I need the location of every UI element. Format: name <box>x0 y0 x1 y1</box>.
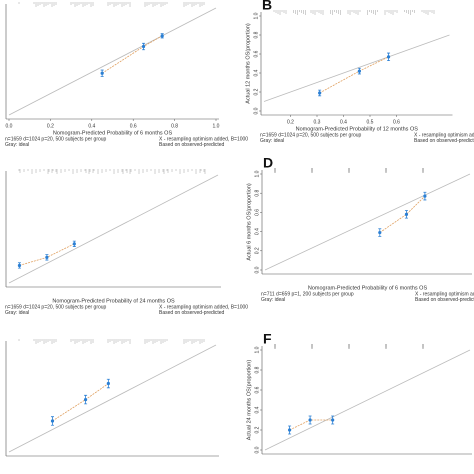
calibration-line <box>101 35 163 74</box>
point <box>160 34 164 38</box>
note: X - resampling optimism added, B=1000 <box>159 304 248 310</box>
note: n=1659 d=1024 p=20, 500 subjects per gro… <box>5 136 107 142</box>
rug <box>273 10 435 15</box>
ideal-line <box>8 7 217 116</box>
x-tick-label: 0.3 <box>314 119 321 125</box>
note: X - resampling optimism added, B=1000 <box>414 132 474 138</box>
note: X - resampling optimism added, B=1000 <box>415 291 474 297</box>
point <box>106 381 110 386</box>
x-axis-label: Nomogram-Predicted Probability of 12 mon… <box>296 126 419 132</box>
note: n=1659 d=1024 p=20, 500 subjects per gro… <box>260 132 362 138</box>
rug <box>274 168 424 173</box>
y-tick-label: 0.2 <box>253 88 259 95</box>
point <box>72 242 76 246</box>
y-tick-label: 0.4 <box>254 406 260 413</box>
calibration-line <box>379 195 426 233</box>
ideal-line <box>263 34 450 102</box>
x-axis-label: Nomogram-Predicted Probability of 6 mont… <box>308 285 428 291</box>
point <box>141 44 146 49</box>
x-tick-label: 0.0 <box>6 123 13 129</box>
x-axis-label: Nomogram-Predicted Probability of 6 mont… <box>53 130 173 136</box>
y-tick-label: 0.0 <box>254 266 260 273</box>
note: Gray: ideal <box>260 138 284 144</box>
y-tick-label: 0.6 <box>254 386 260 393</box>
point <box>386 55 391 59</box>
note: n=711 d=659 p=1, 200 subjects per group <box>261 291 354 297</box>
ideal-line <box>8 344 217 453</box>
ideal-line <box>264 349 471 451</box>
y-tick-label: 1.0 <box>254 170 260 177</box>
ideal-line <box>8 174 219 284</box>
note: Based on observed-predicted <box>415 297 474 303</box>
panel-letter: D <box>263 155 273 171</box>
note: Gray: ideal <box>261 297 285 303</box>
x-tick-label: 0.4 <box>340 119 347 125</box>
point <box>288 428 292 432</box>
point <box>17 263 22 268</box>
calibration-line <box>289 419 333 431</box>
note: Gray: ideal <box>5 142 29 148</box>
rug <box>18 2 205 7</box>
point <box>404 212 409 216</box>
point <box>423 194 427 198</box>
point <box>318 91 322 95</box>
x-tick-label: 0.4 <box>88 123 95 129</box>
x-tick-label: 0.6 <box>393 119 400 125</box>
note: X - resampling optimism added, B=1000 <box>159 136 248 142</box>
y-tick-label: 1.0 <box>253 12 259 19</box>
point <box>100 71 104 75</box>
note: n=1659 d=1024 p=20, 500 subjects per gro… <box>5 304 107 310</box>
x-tick-label: 0.8 <box>171 123 178 129</box>
y-tick-label: 0.6 <box>254 209 260 216</box>
note: Based on observed-predicted <box>159 310 225 316</box>
point <box>357 69 361 73</box>
ideal-line <box>264 173 471 271</box>
y-axis-label: Actual 24 months OS(proportion) <box>246 360 252 441</box>
y-tick-label: 0.6 <box>253 50 259 57</box>
x-axis-label: Nomogram-Predicted Probability of 24 mon… <box>52 298 175 304</box>
note: Based on observed-predicted <box>414 138 474 144</box>
panel-letter: F <box>263 331 272 347</box>
x-tick-label: 0.2 <box>287 119 294 125</box>
y-tick-label: 0.0 <box>253 107 259 114</box>
x-tick-label: 0.2 <box>47 123 54 129</box>
rug <box>18 169 206 174</box>
y-tick-label: 0.8 <box>254 366 260 373</box>
point <box>83 397 88 402</box>
x-tick-label: 1.0 <box>213 123 220 129</box>
point <box>50 419 55 423</box>
y-tick-label: 0.2 <box>254 426 260 433</box>
y-axis-label: Actual 6 months OS(proportion) <box>246 183 252 261</box>
note: Gray: ideal <box>5 310 29 316</box>
y-tick-label: 0.4 <box>253 69 259 76</box>
note: Based on observed-predicted <box>159 142 225 148</box>
y-tick-label: 0.0 <box>254 446 260 453</box>
y-tick-label: 0.8 <box>253 31 259 38</box>
y-tick-label: 0.8 <box>254 190 260 197</box>
y-tick-label: 1.0 <box>254 346 260 353</box>
point <box>378 230 382 235</box>
rug <box>18 339 205 344</box>
x-tick-label: 0.5 <box>367 119 374 125</box>
rug <box>274 344 424 349</box>
calibration-line <box>319 56 389 94</box>
y-tick-label: 0.2 <box>254 247 260 254</box>
panel-letter: B <box>262 0 272 13</box>
y-axis-label: Actual 12 months OS(proportion) <box>245 23 251 104</box>
point <box>45 255 49 259</box>
y-tick-label: 0.4 <box>254 228 260 235</box>
point <box>308 418 312 422</box>
point <box>331 418 335 422</box>
x-tick-label: 0.6 <box>130 123 137 129</box>
